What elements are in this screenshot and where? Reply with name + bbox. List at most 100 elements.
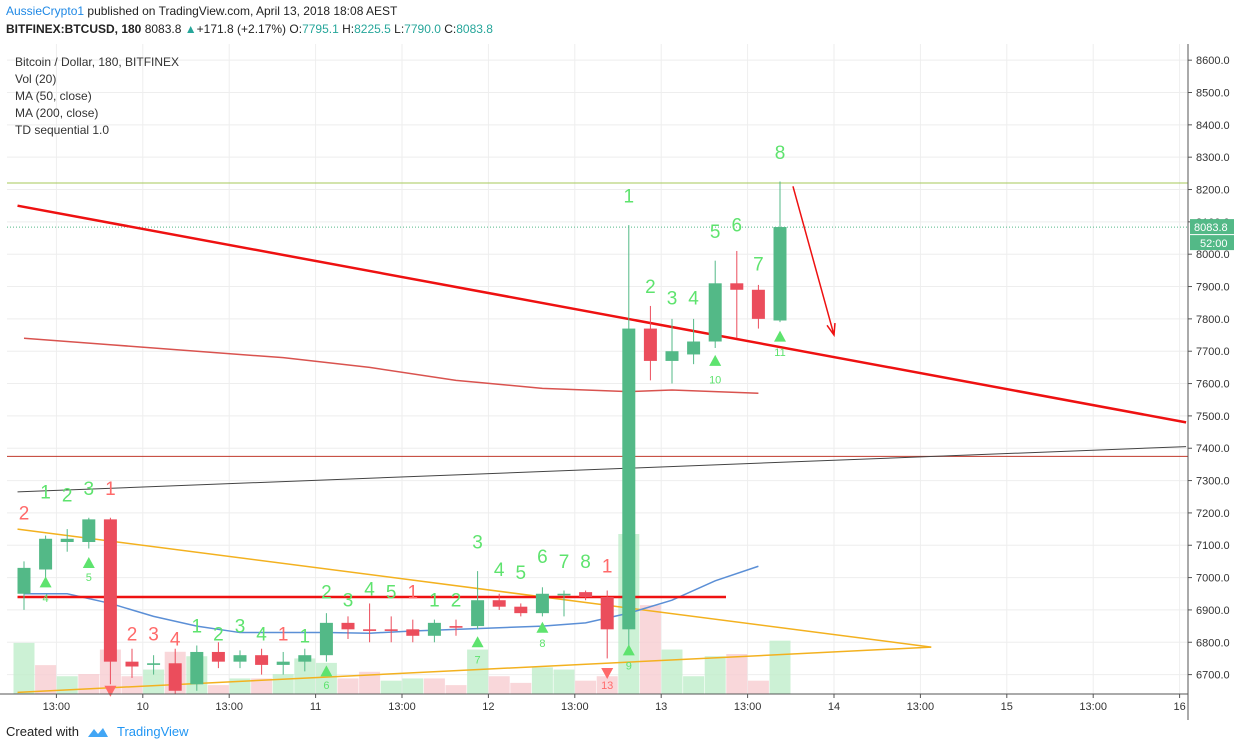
td-count-label: 7	[559, 552, 570, 573]
volume-bar	[121, 676, 143, 694]
y-tick-label: 8400.0	[1196, 120, 1230, 132]
legend-ma200[interactable]: MA (200, close)	[15, 106, 99, 120]
y-tick-label: 6800.0	[1196, 637, 1230, 649]
td-setup-number: 10	[709, 375, 721, 387]
td-setup-number: 7	[475, 654, 481, 666]
td-count-label: 2	[19, 503, 30, 524]
td-setup-number: 5	[86, 572, 92, 584]
drawing-lines	[7, 182, 1188, 694]
candle-body	[103, 519, 117, 662]
volume-bar	[56, 676, 78, 694]
long-trend-line	[17, 446, 1187, 493]
volume-bar	[661, 649, 683, 694]
td-count-label: 2	[451, 591, 462, 612]
candle-body	[125, 661, 139, 667]
y-tick-label: 8600.0	[1196, 55, 1230, 67]
volume-bar	[35, 665, 57, 694]
candle-body	[449, 626, 463, 628]
td-sell-arrow-icon	[104, 685, 117, 697]
candle-body	[622, 328, 636, 630]
candle-body	[298, 655, 312, 662]
high-label: H:	[342, 22, 355, 36]
candle-body	[708, 283, 722, 342]
ohlc-line: BITFINEX:BTCUSD, 180 8083.8 ▲+171.8 (+2.…	[6, 22, 493, 36]
candle-body	[384, 629, 398, 631]
legend-ma50[interactable]: MA (50, close)	[15, 89, 92, 103]
author-link[interactable]: AussieCrypto1	[6, 4, 85, 18]
open-value: 7795.1	[302, 22, 339, 36]
x-tick-label: 13:00	[734, 701, 762, 713]
volume-bar	[704, 656, 726, 694]
td-sell-arrow-icon	[601, 667, 614, 679]
high-value: 8225.5	[354, 22, 391, 36]
price-tag	[1190, 219, 1234, 235]
td-count-label: 3	[667, 288, 678, 309]
candle-body	[514, 606, 528, 614]
candle-body	[211, 651, 225, 662]
td-count-label: 1	[408, 583, 419, 604]
open-label: O:	[289, 22, 303, 36]
candle-body	[643, 328, 657, 361]
volume-bar	[78, 674, 100, 694]
td-count-label: 6	[732, 216, 743, 237]
legend-td[interactable]: TD sequential 1.0	[15, 123, 110, 137]
candle-body	[773, 227, 787, 321]
candle-body	[319, 622, 333, 656]
volume-bar	[359, 671, 381, 694]
legend-vol[interactable]: Vol (20)	[15, 72, 57, 86]
y-tick-label: 7200.0	[1196, 508, 1230, 520]
volume-bar	[337, 678, 359, 694]
tradingview-logo-icon	[87, 727, 108, 737]
symbol: BITFINEX:BTCUSD, 180	[6, 22, 142, 36]
volume-bar	[445, 685, 467, 694]
forecast-arrow-head	[826, 323, 836, 338]
volume-bar	[13, 642, 35, 694]
td-count-label: 4	[688, 288, 699, 309]
y-tick-label: 7500.0	[1196, 411, 1230, 423]
candle-body	[60, 538, 74, 543]
price-tag-label: 8083.8	[1194, 222, 1228, 234]
tradingview-link[interactable]: TradingView	[116, 724, 189, 739]
downtrend-line	[17, 204, 1187, 424]
td-count-label: 2	[62, 486, 73, 507]
x-tick-label: 11	[310, 701, 321, 713]
x-tick-label: 13:00	[215, 701, 243, 713]
volume-bar	[207, 685, 229, 694]
low-label: L:	[394, 22, 405, 36]
candle-body	[255, 655, 269, 665]
td-count-label: 8	[775, 143, 786, 164]
td-count-label: 4	[364, 579, 375, 600]
y-tick-label: 7400.0	[1196, 443, 1230, 455]
candle-body	[471, 600, 485, 627]
td-count-label: 1	[624, 186, 635, 207]
td-count-label: 2	[321, 583, 332, 604]
td-count-label: 5	[710, 222, 721, 243]
up-arrow-icon: ▲	[184, 22, 197, 36]
x-tick-label: 15	[1001, 701, 1013, 713]
volume-bar	[683, 676, 705, 694]
footer: Created with TradingView	[6, 724, 189, 739]
volume-bar	[143, 669, 165, 694]
td-setup-number: 8	[539, 638, 545, 650]
td-count-label: 1	[278, 625, 289, 646]
td-setup-number: 9	[626, 661, 632, 673]
td-buy-arrow-icon	[82, 557, 95, 569]
candle-body	[730, 283, 744, 290]
volume-bar	[488, 676, 510, 694]
y-tick-label: 8300.0	[1196, 152, 1230, 164]
td-setup-number: 6	[323, 680, 329, 692]
volume-bar	[639, 605, 661, 694]
candle-body	[168, 663, 182, 691]
close-value: 8083.8	[456, 22, 493, 36]
candle-body	[665, 351, 679, 361]
td-count-label: 7	[753, 254, 764, 275]
created-with-text: Created with	[6, 724, 79, 739]
volume-bar	[553, 669, 575, 694]
volume-bar	[747, 680, 769, 694]
td-count-label: 3	[148, 625, 159, 646]
td-buy-arrow-icon	[709, 354, 722, 366]
td-buy-arrow-icon	[622, 644, 635, 656]
td-buy-arrow-icon	[536, 621, 549, 633]
